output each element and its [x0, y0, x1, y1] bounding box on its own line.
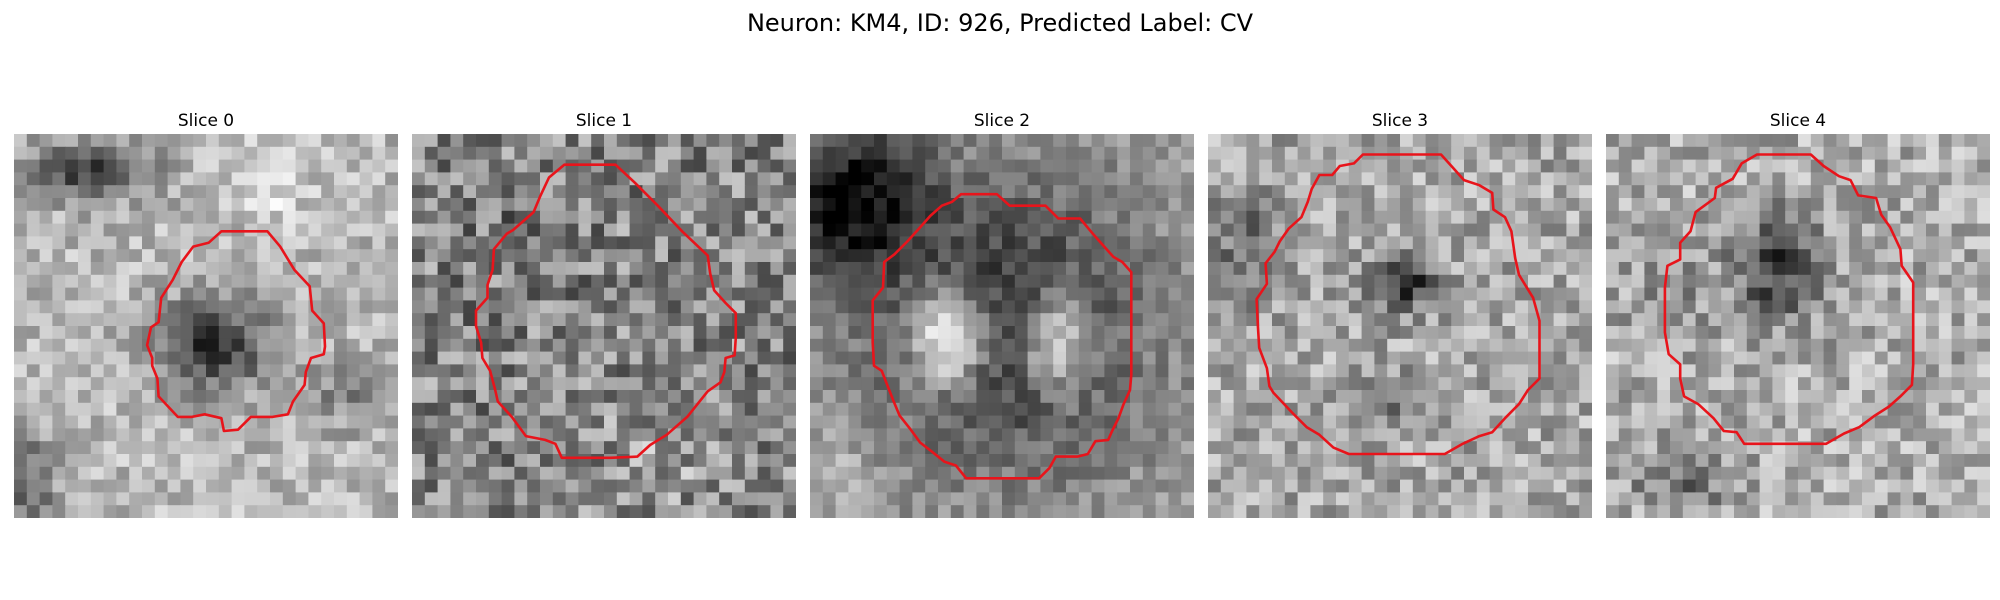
slice-pixels	[14, 134, 398, 518]
slice-panel-3: Slice 3	[1208, 108, 1592, 518]
slice-image-2	[810, 134, 1194, 518]
slice-panel-2: Slice 2	[810, 108, 1194, 518]
slice-pixels	[1606, 134, 1990, 518]
slice-title-0: Slice 0	[14, 108, 398, 134]
slice-panel-0: Slice 0	[14, 108, 398, 518]
slice-panel-1: Slice 1	[412, 108, 796, 518]
slice-pixels	[412, 134, 796, 518]
slice-pixels	[810, 134, 1194, 518]
slice-image-4	[1606, 134, 1990, 518]
slice-title-1: Slice 1	[412, 108, 796, 134]
slice-title-4: Slice 4	[1606, 108, 1990, 134]
slice-title-2: Slice 2	[810, 108, 1194, 134]
figure-title: Neuron: KM4, ID: 926, Predicted Label: C…	[0, 8, 2000, 38]
slice-panel-4: Slice 4	[1606, 108, 1990, 518]
slice-image-0	[14, 134, 398, 518]
slice-pixels	[1208, 134, 1592, 518]
slice-image-3	[1208, 134, 1592, 518]
slice-title-3: Slice 3	[1208, 108, 1592, 134]
slice-image-1	[412, 134, 796, 518]
